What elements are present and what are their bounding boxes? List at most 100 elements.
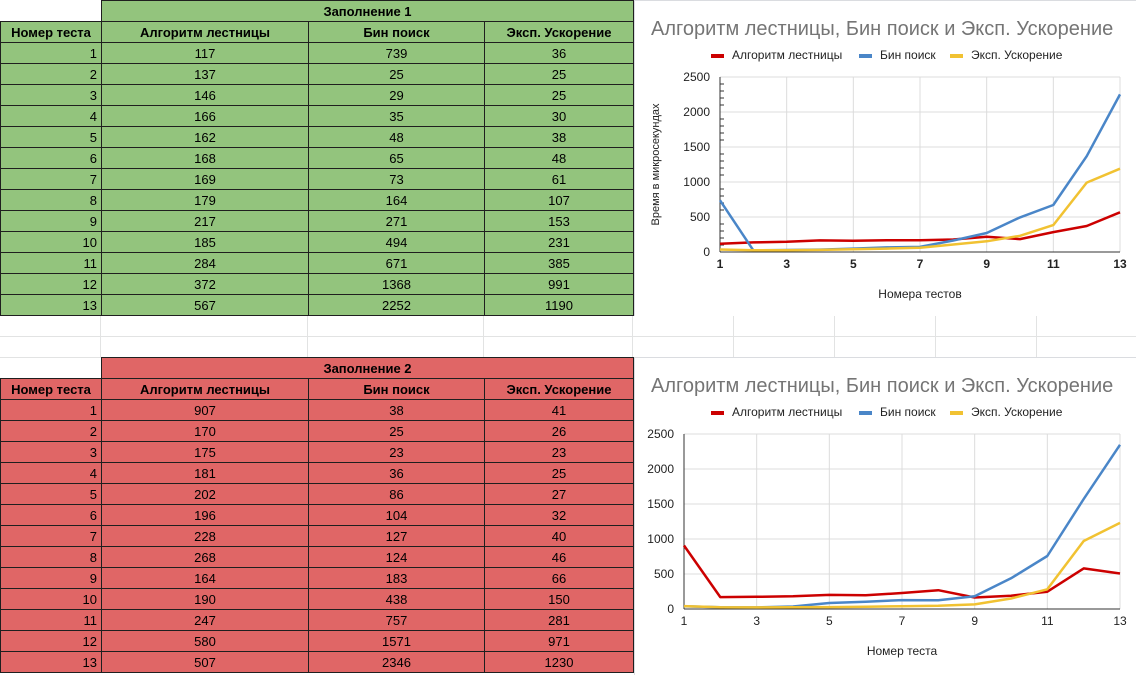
value-cell[interactable]: 48 (308, 126, 485, 148)
value-cell[interactable]: 183 (308, 567, 485, 589)
value-cell[interactable]: 494 (308, 231, 485, 253)
header-cell[interactable]: Алгоритм лестницы (101, 21, 309, 43)
value-cell[interactable]: 170 (101, 420, 309, 442)
test-number-cell[interactable]: 11 (0, 609, 102, 631)
value-cell[interactable]: 153 (484, 210, 634, 232)
value-cell[interactable]: 739 (308, 42, 485, 64)
test-number-cell[interactable]: 3 (0, 441, 102, 463)
value-cell[interactable]: 2252 (308, 294, 485, 316)
value-cell[interactable]: 991 (484, 273, 634, 295)
value-cell[interactable]: 150 (484, 588, 634, 610)
test-number-cell[interactable]: 9 (0, 567, 102, 589)
test-number-cell[interactable]: 13 (0, 651, 102, 673)
test-number-cell[interactable]: 2 (0, 420, 102, 442)
value-cell[interactable]: 29 (308, 84, 485, 106)
header-cell[interactable]: Номер теста (0, 21, 102, 43)
value-cell[interactable]: 164 (101, 567, 309, 589)
test-number-cell[interactable]: 4 (0, 105, 102, 127)
value-cell[interactable]: 164 (308, 189, 485, 211)
test-number-cell[interactable]: 7 (0, 525, 102, 547)
value-cell[interactable]: 146 (101, 84, 309, 106)
header-cell[interactable]: Бин поиск (308, 378, 485, 400)
test-number-cell[interactable]: 12 (0, 273, 102, 295)
value-cell[interactable]: 169 (101, 168, 309, 190)
value-cell[interactable]: 217 (101, 210, 309, 232)
value-cell[interactable]: 580 (101, 630, 309, 652)
value-cell[interactable]: 104 (308, 504, 485, 526)
value-cell[interactable]: 284 (101, 252, 309, 274)
test-number-cell[interactable]: 12 (0, 630, 102, 652)
value-cell[interactable]: 73 (308, 168, 485, 190)
value-cell[interactable]: 127 (308, 525, 485, 547)
value-cell[interactable]: 372 (101, 273, 309, 295)
value-cell[interactable]: 25 (484, 84, 634, 106)
value-cell[interactable]: 971 (484, 630, 634, 652)
value-cell[interactable]: 507 (101, 651, 309, 673)
value-cell[interactable]: 185 (101, 231, 309, 253)
value-cell[interactable]: 247 (101, 609, 309, 631)
test-number-cell[interactable]: 5 (0, 483, 102, 505)
value-cell[interactable]: 231 (484, 231, 634, 253)
test-number-cell[interactable]: 2 (0, 63, 102, 85)
value-cell[interactable]: 268 (101, 546, 309, 568)
value-cell[interactable]: 190 (101, 588, 309, 610)
value-cell[interactable]: 23 (484, 441, 634, 463)
value-cell[interactable]: 32 (484, 504, 634, 526)
value-cell[interactable]: 124 (308, 546, 485, 568)
value-cell[interactable]: 86 (308, 483, 485, 505)
value-cell[interactable]: 36 (484, 42, 634, 64)
value-cell[interactable]: 567 (101, 294, 309, 316)
value-cell[interactable]: 162 (101, 126, 309, 148)
test-number-cell[interactable]: 6 (0, 504, 102, 526)
value-cell[interactable]: 36 (308, 462, 485, 484)
value-cell[interactable]: 35 (308, 105, 485, 127)
value-cell[interactable]: 26 (484, 420, 634, 442)
value-cell[interactable]: 40 (484, 525, 634, 547)
header-cell[interactable]: Номер теста (0, 378, 102, 400)
test-number-cell[interactable]: 8 (0, 546, 102, 568)
header-cell[interactable]: Бин поиск (308, 21, 485, 43)
value-cell[interactable]: 202 (101, 483, 309, 505)
value-cell[interactable]: 30 (484, 105, 634, 127)
value-cell[interactable]: 38 (484, 126, 634, 148)
test-number-cell[interactable]: 3 (0, 84, 102, 106)
value-cell[interactable]: 61 (484, 168, 634, 190)
table-title[interactable]: Заполнение 2 (101, 357, 634, 379)
test-number-cell[interactable]: 4 (0, 462, 102, 484)
value-cell[interactable]: 438 (308, 588, 485, 610)
value-cell[interactable]: 2346 (308, 651, 485, 673)
value-cell[interactable]: 65 (308, 147, 485, 169)
header-cell[interactable]: Алгоритм лестницы (101, 378, 309, 400)
value-cell[interactable]: 46 (484, 546, 634, 568)
value-cell[interactable]: 25 (484, 63, 634, 85)
value-cell[interactable]: 1190 (484, 294, 634, 316)
value-cell[interactable]: 48 (484, 147, 634, 169)
value-cell[interactable]: 168 (101, 147, 309, 169)
cell[interactable] (1, 358, 102, 379)
test-number-cell[interactable]: 10 (0, 588, 102, 610)
value-cell[interactable]: 757 (308, 609, 485, 631)
value-cell[interactable]: 23 (308, 441, 485, 463)
value-cell[interactable]: 228 (101, 525, 309, 547)
value-cell[interactable]: 1230 (484, 651, 634, 673)
test-number-cell[interactable]: 6 (0, 147, 102, 169)
value-cell[interactable]: 66 (484, 567, 634, 589)
test-number-cell[interactable]: 8 (0, 189, 102, 211)
header-cell[interactable]: Эксп. Ускорение (484, 378, 634, 400)
value-cell[interactable]: 25 (308, 420, 485, 442)
test-number-cell[interactable]: 1 (0, 399, 102, 421)
header-cell[interactable]: Эксп. Ускорение (484, 21, 634, 43)
value-cell[interactable]: 25 (308, 63, 485, 85)
value-cell[interactable]: 38 (308, 399, 485, 421)
test-number-cell[interactable]: 10 (0, 231, 102, 253)
value-cell[interactable]: 385 (484, 252, 634, 274)
test-number-cell[interactable]: 11 (0, 252, 102, 274)
chart-2[interactable]: Алгоритм лестницы, Бин поиск и Эксп. Уск… (634, 357, 1136, 675)
test-number-cell[interactable]: 7 (0, 168, 102, 190)
table-title[interactable]: Заполнение 1 (101, 0, 634, 22)
value-cell[interactable]: 1368 (308, 273, 485, 295)
value-cell[interactable]: 137 (101, 63, 309, 85)
test-number-cell[interactable]: 1 (0, 42, 102, 64)
value-cell[interactable]: 179 (101, 189, 309, 211)
value-cell[interactable]: 196 (101, 504, 309, 526)
